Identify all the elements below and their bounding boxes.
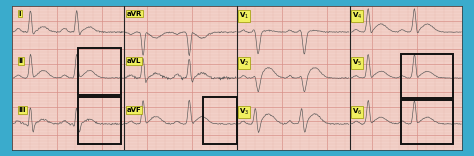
Text: V$_6$: V$_6$ [352,107,362,117]
Text: V$_1$: V$_1$ [239,11,249,21]
Text: III: III [18,107,26,113]
Bar [79,48,121,95]
Text: V$_5$: V$_5$ [352,58,362,68]
Bar [203,97,237,144]
Bar [401,100,453,144]
Text: V$_3$: V$_3$ [239,107,249,117]
Text: aVL: aVL [127,58,141,64]
Text: II: II [18,58,24,64]
Bar [401,54,453,98]
Text: V$_4$: V$_4$ [352,11,362,21]
Text: I: I [18,11,21,17]
Text: aVR: aVR [127,11,142,17]
Bar [79,97,121,144]
Text: aVF: aVF [127,107,141,113]
Text: V$_2$: V$_2$ [239,58,249,68]
